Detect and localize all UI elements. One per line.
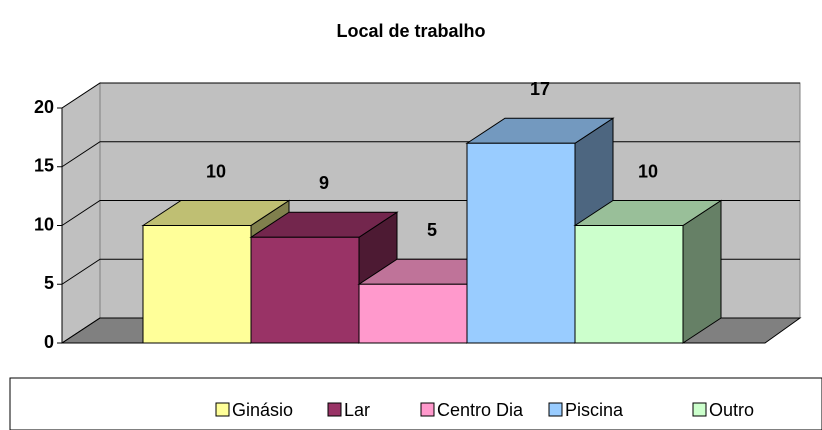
chart-title: Local de trabalho [336, 21, 485, 41]
y-tick-label: 15 [34, 156, 54, 176]
legend-swatch [327, 402, 342, 417]
legend-label: Piscina [565, 400, 624, 420]
y-tick-label: 0 [44, 332, 54, 352]
legend-label: Outro [709, 400, 754, 420]
legend-swatch [420, 402, 435, 417]
bar [250, 236, 360, 344]
legend-swatch [215, 402, 230, 417]
data-label: 10 [206, 161, 226, 181]
data-label: 17 [530, 79, 550, 99]
bar [466, 142, 576, 344]
bar [574, 225, 684, 344]
bar [142, 225, 252, 344]
legend-box [9, 377, 822, 430]
y-tick-label: 20 [34, 97, 54, 117]
legend-swatch [548, 402, 563, 417]
legend-label: Ginásio [232, 400, 293, 420]
data-label: 9 [319, 173, 329, 193]
y-tick-label: 5 [44, 273, 54, 293]
bar [358, 283, 468, 344]
grid-line [61, 82, 800, 109]
data-label: 10 [638, 161, 658, 181]
legend-swatch [692, 402, 707, 417]
legend-label: Lar [344, 400, 370, 420]
legend-label: Centro Dia [437, 400, 524, 420]
data-label: 5 [427, 220, 437, 240]
y-tick-label: 10 [34, 214, 54, 234]
